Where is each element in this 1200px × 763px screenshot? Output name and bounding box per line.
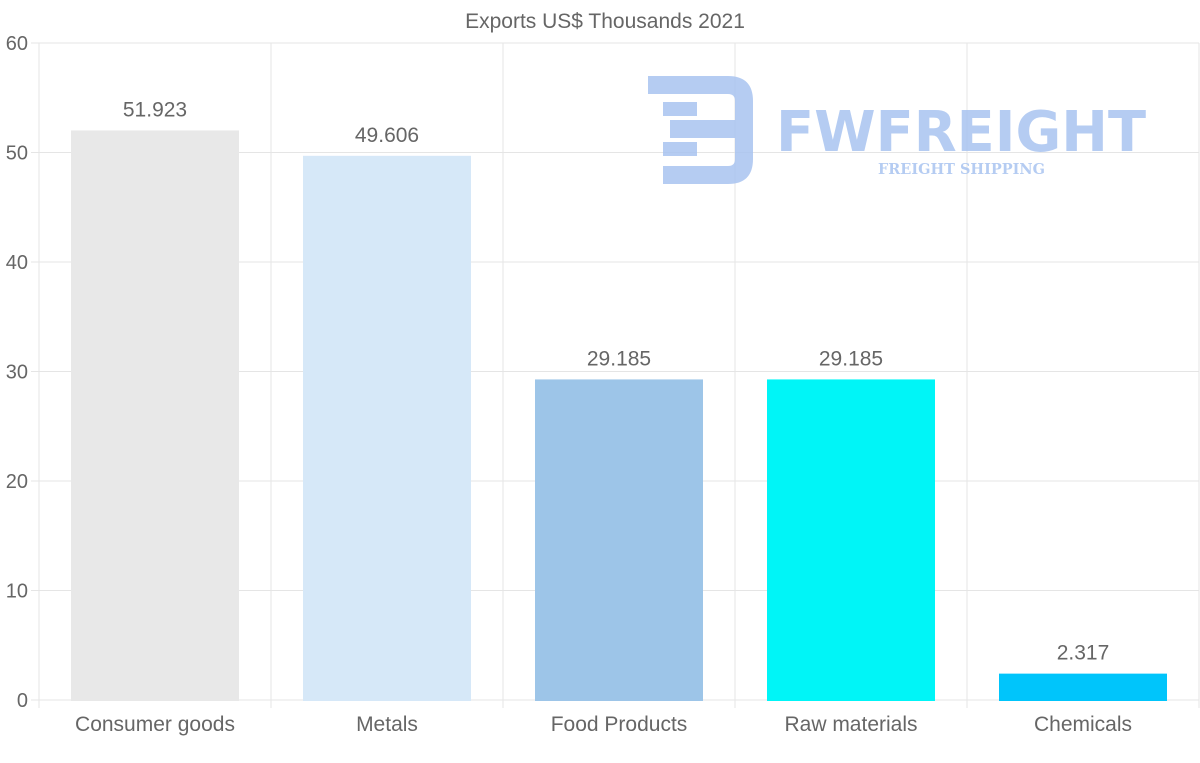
chart-title: Exports US$ Thousands 2021 bbox=[465, 10, 745, 33]
x-tick-label: Chemicals bbox=[1034, 713, 1132, 736]
y-axis: 0 10 20 30 40 50 60 bbox=[6, 33, 28, 712]
bar-value-label: 29.185 bbox=[587, 347, 651, 370]
y-tick-label: 50 bbox=[6, 143, 28, 165]
bar bbox=[999, 673, 1167, 701]
bar bbox=[71, 130, 239, 701]
x-tick-label: Consumer goods bbox=[75, 713, 235, 736]
bar bbox=[767, 379, 935, 701]
bar-value-label: 29.185 bbox=[819, 347, 883, 370]
y-tick-label: 10 bbox=[6, 581, 28, 603]
y-tick-label: 0 bbox=[17, 690, 28, 712]
bar-value-label: 2.317 bbox=[1057, 642, 1110, 665]
watermark-brand: FWFREIGHT bbox=[776, 100, 1146, 165]
bars: 51.923 49.606 29.185 29.185 2.317 bbox=[71, 98, 1167, 702]
bar-value-label: 49.606 bbox=[355, 124, 419, 147]
bar bbox=[535, 379, 703, 701]
bar-value-label: 51.923 bbox=[123, 98, 187, 121]
fwfreight-logo: FWFREIGHT FREIGHT SHIPPING bbox=[648, 76, 1146, 184]
y-tick-label: 40 bbox=[6, 252, 28, 274]
y-tick-label: 20 bbox=[6, 471, 28, 493]
y-tick-label: 30 bbox=[6, 362, 28, 384]
y-tick-label: 60 bbox=[6, 33, 28, 55]
x-axis: Consumer goods Metals Food Products Raw mat… bbox=[75, 713, 1132, 736]
x-tick-label: Food Products bbox=[551, 713, 688, 736]
fwfreight-logo-mark-icon bbox=[648, 76, 753, 184]
x-tick-label: Metals bbox=[356, 713, 418, 736]
watermark-tagline: FREIGHT SHIPPING bbox=[878, 160, 1045, 178]
x-tick-label: Raw materials bbox=[784, 713, 917, 736]
bar bbox=[303, 155, 471, 702]
